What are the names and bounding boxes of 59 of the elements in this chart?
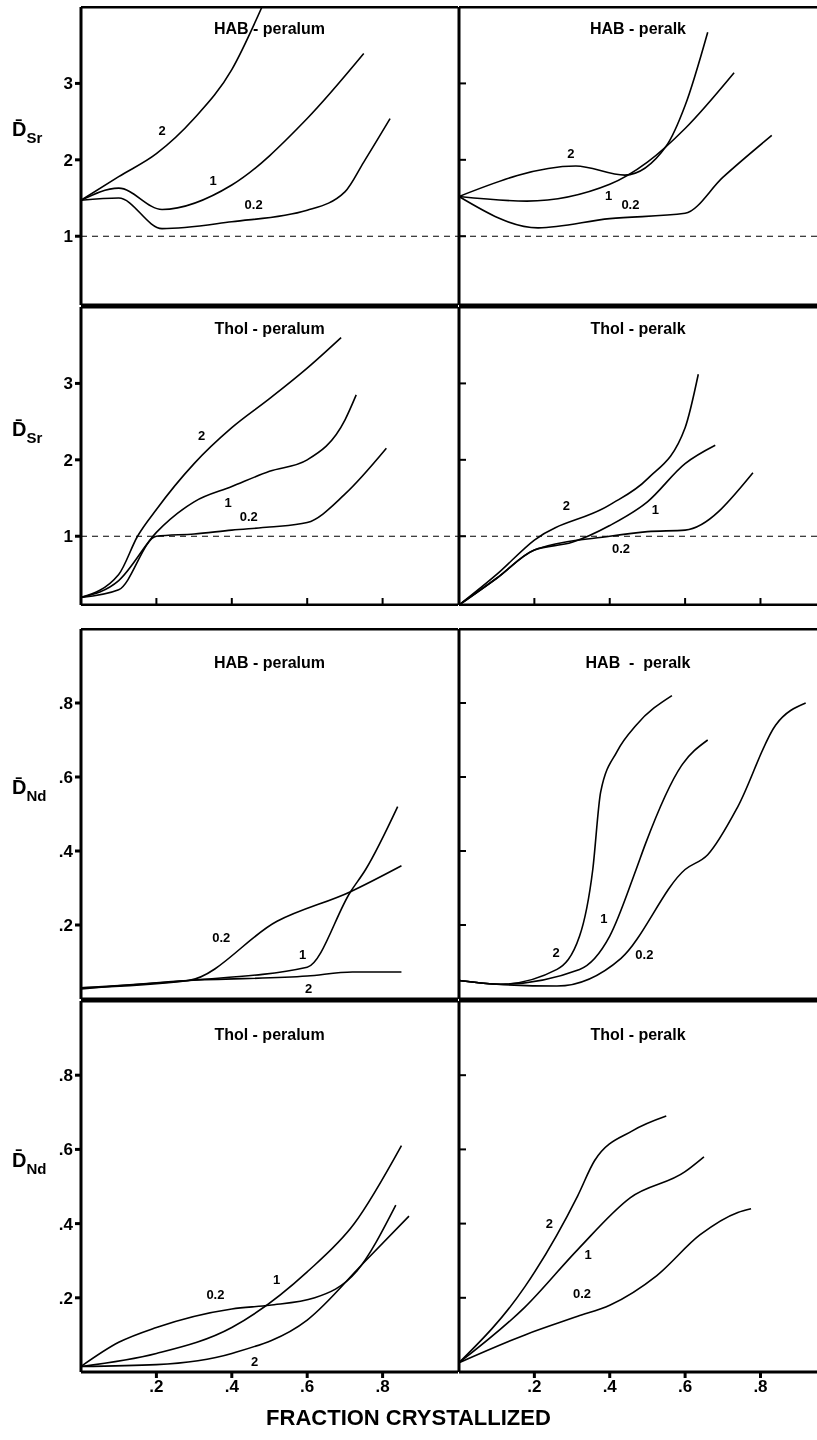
y-tick-label: 3 <box>63 374 73 394</box>
x-tick-label: .4 <box>224 1377 240 1397</box>
y-tick-label: 2 <box>63 450 73 470</box>
x-tick-label: .6 <box>678 1377 693 1397</box>
y-tick-label: .8 <box>58 1066 73 1086</box>
series-label: 0.2 <box>611 540 631 556</box>
series-label: 0.2 <box>244 197 263 213</box>
series-label: 0.2 <box>206 1287 225 1303</box>
series-label: 0.2 <box>621 197 640 213</box>
series-label: 0.2 <box>239 508 258 524</box>
series-label: 1 <box>600 911 608 927</box>
series-label: 2 <box>250 1353 259 1369</box>
series-label: 2 <box>304 980 313 996</box>
y-tick-label: .2 <box>58 1288 73 1308</box>
series-label: 2 <box>545 1216 553 1232</box>
text: HAB - peralk <box>584 654 692 672</box>
y-axis-title: D̄$_{Nd}$ <box>12 1148 47 1177</box>
y-axis-title: D̄$_{Sr}$ <box>12 418 43 446</box>
y-tick-label: 2 <box>63 150 73 170</box>
series-label: 1 <box>299 946 307 962</box>
text: Thol - peralum <box>213 1026 326 1044</box>
series-label: 1 <box>273 1272 281 1288</box>
series-label: 0.2 <box>212 929 231 945</box>
series-label: 2 <box>552 944 560 960</box>
x-axis-title: FRACTION CRYSTALLIZED <box>265 1405 552 1431</box>
y-tick-label: .8 <box>58 694 73 714</box>
x-tick-label: .8 <box>375 1377 390 1397</box>
y-axis-title: D̄$_{Sr}$ <box>12 118 43 146</box>
text: HAB - peralum <box>212 654 327 672</box>
y-tick-label: .4 <box>58 842 74 862</box>
x-tick-label: .8 <box>753 1377 768 1397</box>
series-label: 1 <box>605 188 613 204</box>
y-tick-label: .4 <box>58 1214 74 1234</box>
y-tick-label: 3 <box>63 74 73 94</box>
series-label: 1 <box>651 501 659 517</box>
text: Thol - peralk <box>589 320 687 338</box>
series-label: 2 <box>198 428 206 444</box>
x-tick-label: .2 <box>527 1377 542 1397</box>
y-tick-label: 1 <box>63 227 73 247</box>
y-tick-label: .2 <box>58 916 73 936</box>
x-tick-label: .6 <box>300 1377 315 1397</box>
series-label: 2 <box>562 497 570 513</box>
y-tick-label: .6 <box>58 768 73 788</box>
series-label: 0.2 <box>573 1286 592 1302</box>
y-axis-title: D̄$_{Nd}$ <box>12 776 47 804</box>
series-label: 2 <box>158 123 166 139</box>
y-tick-label: .6 <box>58 1140 73 1160</box>
x-tick-label: .4 <box>602 1377 618 1397</box>
y-tick-label: 1 <box>63 527 73 547</box>
series-label: 1 <box>209 172 217 188</box>
text: HAB - peralum <box>212 20 327 38</box>
text: Thol - peralum <box>213 320 326 338</box>
x-tick-label: .2 <box>149 1377 164 1397</box>
series-label: 2 <box>567 145 575 161</box>
series-label: 1 <box>584 1246 592 1262</box>
text: HAB - peralk <box>589 20 687 38</box>
series-label: 0.2 <box>635 946 654 962</box>
text: Thol - peralk <box>589 1026 687 1044</box>
series-label: 1 <box>224 495 232 511</box>
